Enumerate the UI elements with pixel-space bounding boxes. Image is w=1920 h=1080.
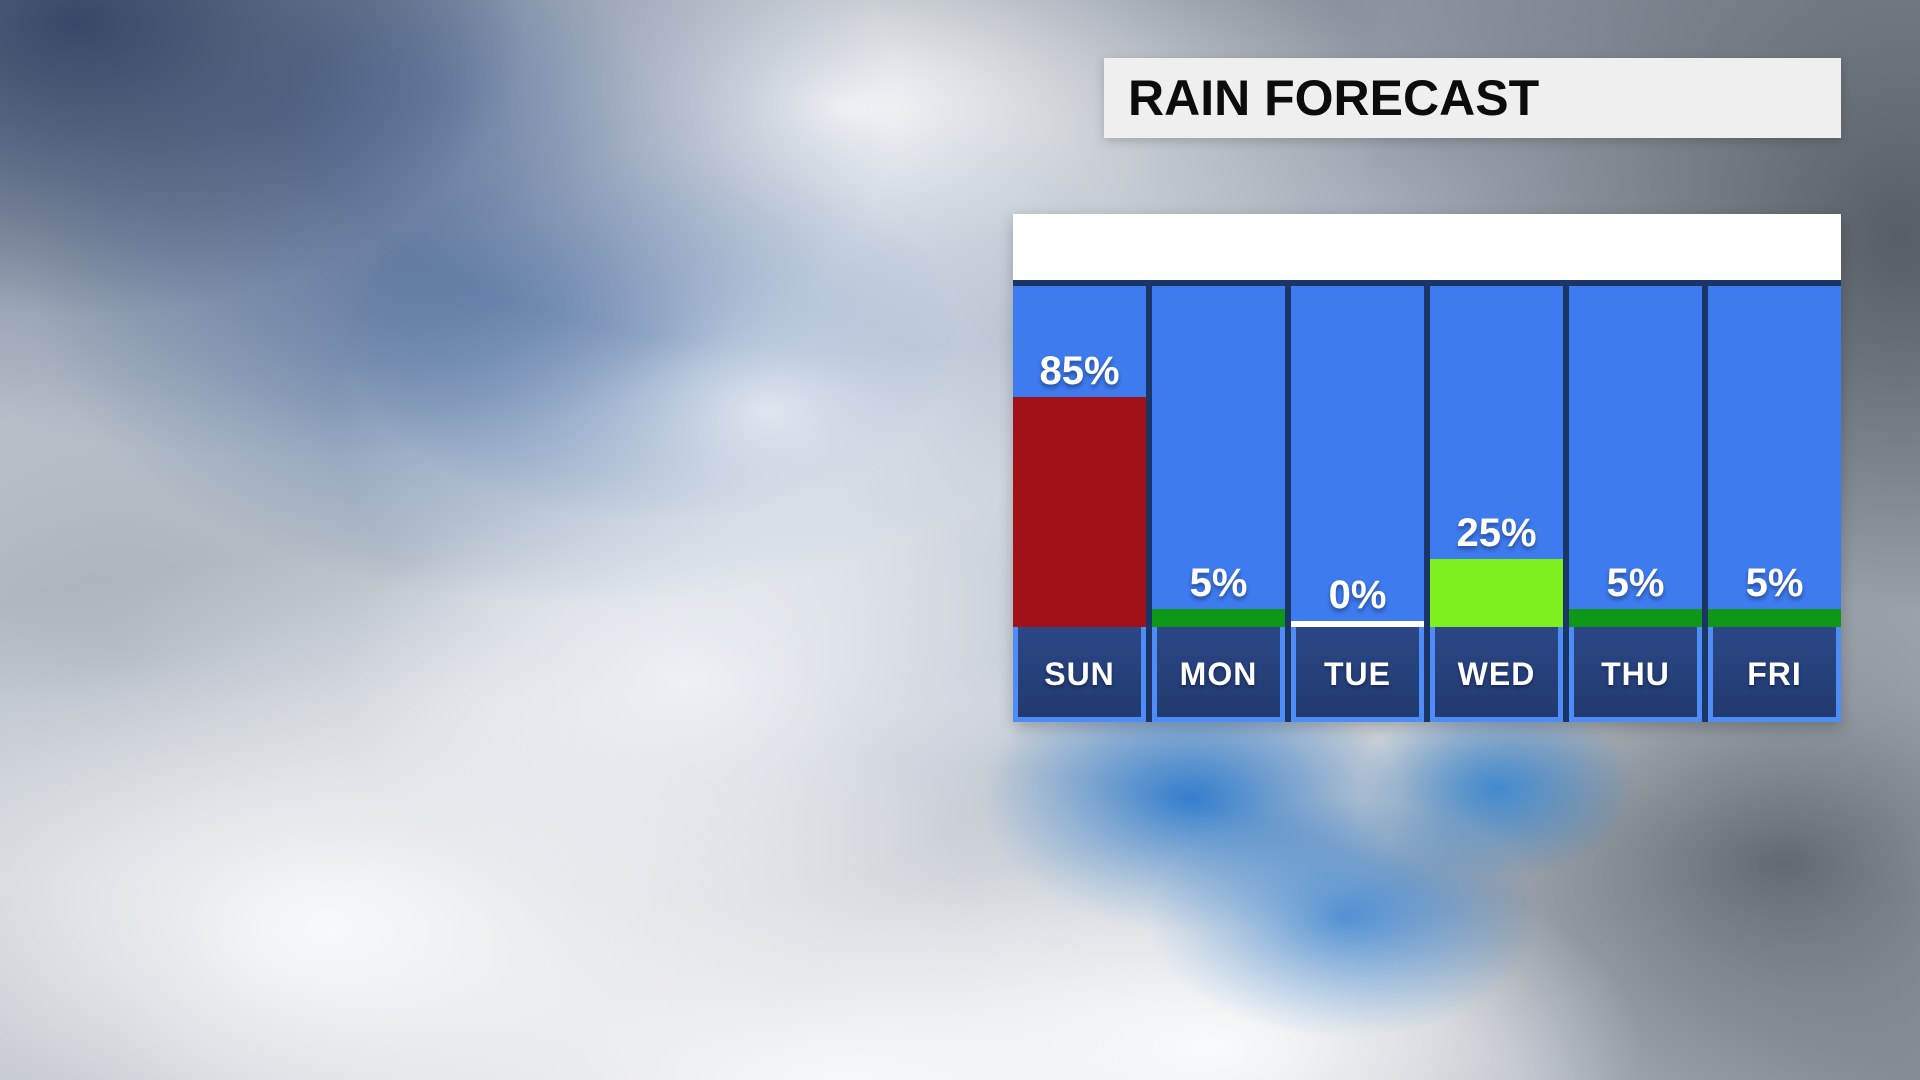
rain-bar — [1569, 609, 1702, 627]
percent-label: 85% — [1039, 349, 1120, 393]
forecast-column-tue: 0% TUE — [1291, 286, 1424, 722]
day-label: THU — [1601, 655, 1670, 692]
day-label: SUN — [1044, 655, 1115, 692]
day-label-frame: SUN — [1013, 627, 1146, 722]
percent-label: 5% — [1189, 561, 1248, 605]
day-label: TUE — [1324, 655, 1391, 692]
rain-forecast-title-bar: RAIN FORECAST — [1104, 58, 1841, 138]
percent-label: 5% — [1745, 561, 1804, 605]
day-label-box: TUE — [1296, 627, 1419, 717]
day-label-frame: WED — [1430, 627, 1563, 722]
day-label-frame: FRI — [1708, 627, 1841, 722]
day-label-box: SUN — [1018, 627, 1141, 717]
forecast-panel: 85% SUN 5% MON 0% TUE 25% WED 5% THU 5% FRI — [1013, 214, 1841, 722]
rain-bar — [1291, 621, 1424, 627]
rain-bar — [1013, 397, 1146, 627]
day-label-frame: THU — [1569, 627, 1702, 722]
page-title: RAIN FORECAST — [1128, 70, 1540, 126]
percent-label: 25% — [1456, 511, 1537, 555]
day-label-box: THU — [1574, 627, 1697, 717]
day-label-box: FRI — [1713, 627, 1836, 717]
rain-bar — [1430, 559, 1563, 627]
percent-label: 5% — [1606, 561, 1665, 605]
forecast-columns: 85% SUN 5% MON 0% TUE 25% WED 5% THU 5% FRI — [1013, 286, 1841, 722]
forecast-column-wed: 25% WED — [1430, 286, 1563, 722]
day-label-box: WED — [1435, 627, 1558, 717]
rain-bar — [1152, 609, 1285, 627]
forecast-column-thu: 5% THU — [1569, 286, 1702, 722]
forecast-column-mon: 5% MON — [1152, 286, 1285, 722]
rain-bar — [1708, 609, 1841, 627]
day-label-box: MON — [1157, 627, 1280, 717]
day-label: FRI — [1747, 655, 1802, 692]
percent-label: 0% — [1328, 573, 1387, 617]
forecast-column-sun: 85% SUN — [1013, 286, 1146, 722]
day-label-frame: MON — [1152, 627, 1285, 722]
day-label: WED — [1457, 655, 1536, 692]
day-label-frame: TUE — [1291, 627, 1424, 722]
scale-strip — [1013, 214, 1841, 280]
day-label: MON — [1179, 655, 1258, 692]
forecast-column-fri: 5% FRI — [1708, 286, 1841, 722]
